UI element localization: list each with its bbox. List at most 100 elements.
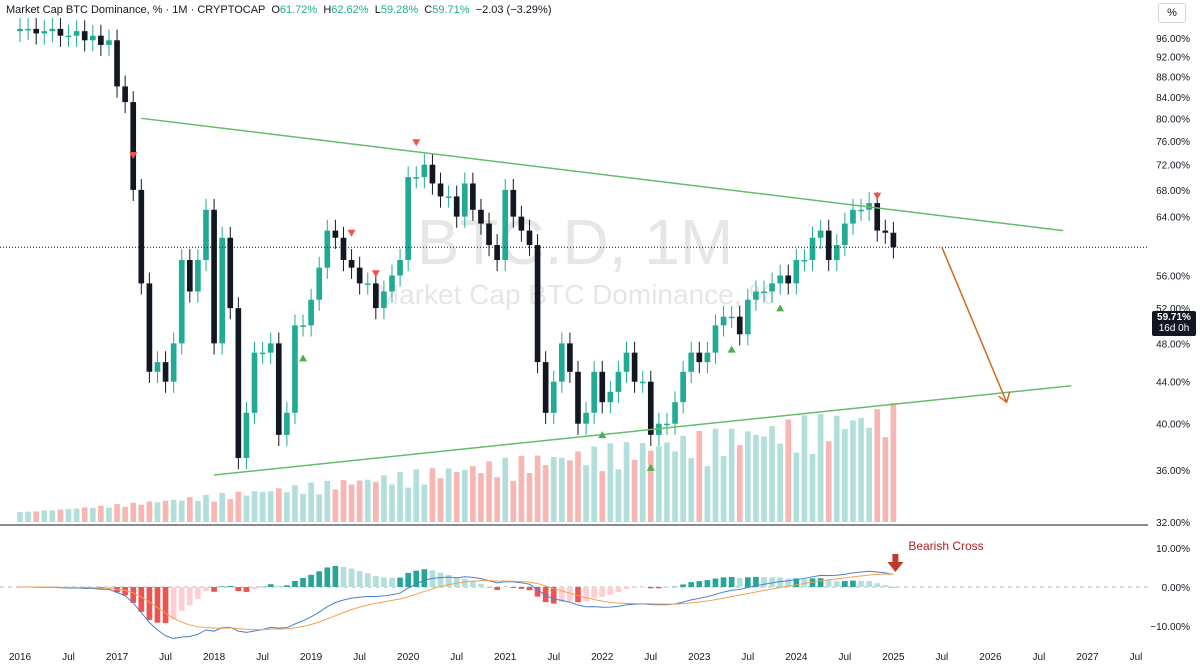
macd-histogram-bar [542,587,549,603]
volume-bar [364,479,371,522]
volume-bar [332,489,339,522]
candle-body [65,35,72,38]
candle-body [680,371,686,403]
candle-body [639,381,646,384]
volume-bar [575,451,581,522]
candle-body [364,283,371,285]
macd-histogram-bar [664,587,670,588]
candle-body [98,35,104,45]
x-tick-label: Jul [1130,652,1143,663]
up-marker [598,431,607,439]
candle-body [219,237,226,344]
candle-body [599,371,606,403]
candle-body [348,259,355,268]
candle-body [300,325,306,327]
candle-body [138,189,145,284]
macd-histogram-bar [122,587,128,596]
x-tick-label: Jul [838,652,851,663]
candle-body [49,28,56,32]
candle-body [575,371,581,424]
candle-body [647,381,654,435]
candle-body [372,283,379,309]
y-tick-label: 88.00% [1156,72,1190,83]
volume-bar [777,443,784,522]
candle-body [801,259,808,262]
down-marker [412,139,421,147]
x-tick-label: 2021 [494,652,517,663]
candle-body [607,391,614,403]
volume-bar [98,505,104,522]
candle-body [251,352,258,413]
volume-bar [680,435,686,522]
x-tick-label: Jul [62,652,75,663]
macd-histogram-bar [235,587,242,592]
candle-body [235,308,242,459]
volume-bar [138,504,145,522]
candle-body [567,343,573,372]
candle-body [33,28,40,34]
macd-histogram-bar [195,587,201,599]
volume-bar [647,450,654,522]
candle-body [267,343,274,353]
macd-histogram-bar [275,585,282,587]
candle-body [461,183,468,217]
y-tick-label: 92.00% [1156,53,1190,64]
macd-histogram-bar [728,576,735,587]
volume-bar [656,446,662,522]
volume-bar [324,480,331,522]
chart-legend: Market Cap BTC Dominance, % · 1M · CRYPT… [6,4,552,16]
macd-histogram-bar [486,587,492,588]
volume-bar [203,494,209,522]
macd-histogram-bar [340,566,347,587]
percent-scale-button[interactable]: % [1158,3,1186,23]
macd-histogram-bar [825,580,832,587]
volume-bar [130,502,137,522]
candle-body [356,267,363,284]
volume-bar [397,471,403,522]
y-tick-label: 56.00% [1156,271,1190,282]
candle-body [526,230,533,246]
volume-bar [162,500,169,522]
up-marker [646,463,655,471]
macd-histogram-bar [227,585,234,587]
x-tick-label: 2020 [397,652,420,663]
macd-histogram-bar [623,587,630,590]
macd-histogram-bar [680,584,686,587]
volume-bar [33,511,40,522]
candle-body [769,283,775,292]
candle-body [744,299,751,335]
x-tick-label: Jul [936,652,949,663]
macd-histogram-bar [801,578,808,587]
volume-bar [73,508,80,522]
volume-bar [292,485,298,522]
volume-bar [688,458,695,522]
x-tick-label: 2022 [591,652,614,663]
volume-bar [106,507,112,522]
volume-bar [49,510,56,522]
volume-bar [186,497,193,522]
trendline [214,384,1072,476]
trendline [141,117,1064,232]
volume-bar [57,509,64,522]
macd-histogram-bar [292,580,298,587]
volume-bar [470,466,476,522]
watermark-symbol: BTC.D, 1M [417,206,733,278]
volume-bar [890,402,897,522]
volume-bar [623,442,630,522]
down-marker [347,229,356,237]
macd-histogram-bar [744,577,751,587]
volume-bar [429,468,436,522]
trendlines [0,117,1148,476]
legend-open-label: O [271,4,280,16]
candle-body [672,402,678,424]
candle-body [842,223,848,246]
projection-arrow-line [941,246,1008,403]
candle-body [809,237,816,260]
candle-body [623,352,630,372]
candle-body [817,230,824,238]
legend-change: −2.03 (−3.29%) [475,4,552,16]
volume-bar [81,507,88,522]
legend-low-label: L [374,4,381,16]
candle-body [227,237,234,309]
